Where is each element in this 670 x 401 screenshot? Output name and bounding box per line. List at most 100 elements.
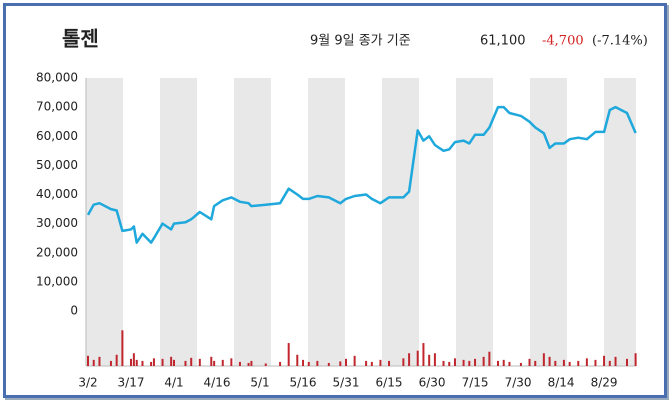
volume-bar xyxy=(554,360,557,366)
x-tick-label: 5/16 xyxy=(290,376,317,390)
volume-bar xyxy=(488,351,491,366)
volume-bar xyxy=(442,360,445,366)
volume-bar xyxy=(190,357,193,366)
volume-bar xyxy=(132,353,135,366)
volume-bar xyxy=(448,361,451,366)
frame xyxy=(3,3,667,398)
volume-bar xyxy=(625,358,628,366)
volume-bar xyxy=(230,358,233,366)
band xyxy=(456,78,493,366)
volume-bar xyxy=(388,360,391,366)
volume-bar xyxy=(594,359,597,366)
y-tick-label: 20,000 xyxy=(36,245,78,259)
x-tick-label: 8/14 xyxy=(548,376,575,390)
volume-bar xyxy=(468,360,471,366)
volume-bar xyxy=(634,353,637,366)
volume-bar xyxy=(519,362,522,366)
x-tick-label: 6/15 xyxy=(376,376,403,390)
x-tick-label: 7/15 xyxy=(462,376,489,390)
x-tick-label: 5/1 xyxy=(250,376,269,390)
volume-bar xyxy=(150,361,153,366)
y-tick-label: 40,000 xyxy=(36,187,78,201)
volume-bar xyxy=(402,358,405,366)
volume-bar xyxy=(502,359,505,366)
change-pct: (-7.14%) xyxy=(592,34,648,49)
volume-bar xyxy=(496,360,499,366)
volume-bar xyxy=(316,360,319,366)
volume-bar xyxy=(121,330,124,366)
volume-bar xyxy=(264,363,267,366)
volume-bar xyxy=(428,354,431,366)
volume-bar xyxy=(379,359,382,366)
x-tick-label: 4/16 xyxy=(204,376,231,390)
volume-bar xyxy=(534,360,537,366)
band xyxy=(234,78,271,366)
volume-bar xyxy=(370,361,373,366)
date-note: 9월 9일 종가 기준 xyxy=(310,34,411,49)
x-tick-label: 7/30 xyxy=(505,376,532,390)
x-tick-label: 5/31 xyxy=(333,376,360,390)
volume-bar xyxy=(141,360,144,366)
volume-bar xyxy=(327,362,330,366)
y-tick-label: 30,000 xyxy=(36,216,78,230)
volume-bar xyxy=(173,359,176,366)
volume-bar xyxy=(528,358,531,366)
volume-bar xyxy=(279,361,282,366)
volume-bar xyxy=(585,358,588,366)
x-tick-label: 4/1 xyxy=(164,376,183,390)
band xyxy=(86,78,123,366)
band xyxy=(382,78,419,366)
volume-bar xyxy=(474,358,477,366)
y-tick-label: 0 xyxy=(70,304,78,318)
price: 61,100 xyxy=(480,34,526,49)
volume-bar xyxy=(608,360,611,366)
volume-bar xyxy=(614,356,617,366)
volume-bar xyxy=(453,358,456,366)
volume-bar xyxy=(135,359,138,366)
volume-bar xyxy=(562,359,565,366)
volume-bar xyxy=(247,362,250,366)
band xyxy=(530,78,567,366)
volume-bar xyxy=(115,354,118,366)
volume-bar xyxy=(542,353,545,366)
y-tick-label: 80,000 xyxy=(36,71,78,85)
volume-bar xyxy=(98,356,101,366)
volume-bar xyxy=(307,361,310,366)
band xyxy=(308,78,345,366)
x-tick-label: 6/30 xyxy=(419,376,446,390)
volume-bar xyxy=(568,361,571,366)
volume-bar xyxy=(482,356,485,366)
volume-bar xyxy=(577,360,580,366)
volume-bar xyxy=(213,360,216,366)
volume-bar xyxy=(287,343,290,366)
volume-bar xyxy=(462,359,465,366)
volume-bar xyxy=(238,361,241,366)
stock-name: 톨젠 xyxy=(62,27,99,51)
volume-bar xyxy=(152,358,155,366)
y-tick-label: 50,000 xyxy=(36,158,78,172)
volume-bar xyxy=(170,356,173,366)
volume-bar xyxy=(353,355,356,366)
volume-bar xyxy=(422,343,425,366)
volume-bar xyxy=(408,353,411,366)
y-tick-label: 10,000 xyxy=(36,274,78,288)
y-tick-label: 60,000 xyxy=(36,129,78,143)
volume-bar xyxy=(198,358,201,366)
volume-bar xyxy=(161,358,164,366)
volume-bar xyxy=(184,360,187,366)
change: -4,700 xyxy=(542,34,584,49)
bands xyxy=(86,78,636,366)
volume-bar xyxy=(250,360,253,366)
volume-bar xyxy=(339,361,342,366)
volume-bar xyxy=(345,358,348,366)
price-line xyxy=(86,105,637,244)
volume-bar xyxy=(87,355,89,366)
volume-bar xyxy=(130,358,133,366)
volume-bar xyxy=(508,361,511,366)
volume-bar xyxy=(603,355,606,366)
y-tick-label: 70,000 xyxy=(36,100,78,114)
volume-bar xyxy=(92,359,95,366)
x-tick-label: 3/17 xyxy=(118,376,145,390)
x-tick-label: 3/2 xyxy=(78,376,97,390)
